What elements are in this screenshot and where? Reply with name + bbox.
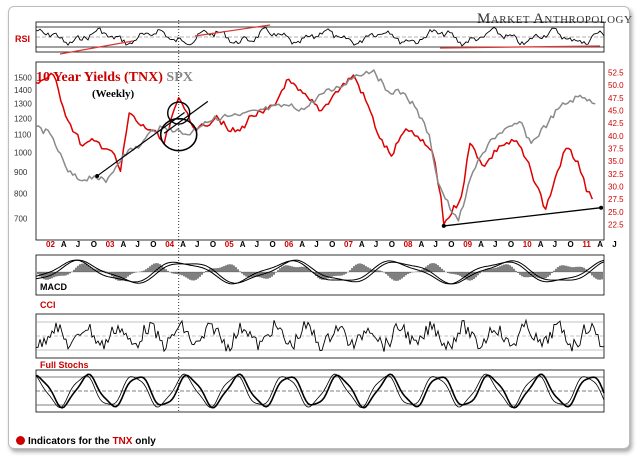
- x-tick-35: O: [568, 240, 574, 249]
- cci-line: [35, 318, 604, 353]
- x-tick-32: 10: [523, 240, 532, 249]
- rsi-label: RSI: [15, 34, 31, 44]
- stoch-d-line: [35, 373, 605, 409]
- rsi-trendline-1: [59, 40, 134, 55]
- x-tick-2: J: [76, 240, 80, 249]
- macd-panel-frame: [35, 254, 605, 296]
- left-axis-tick-1: 1400: [14, 86, 32, 95]
- x-tick-22: J: [374, 240, 378, 249]
- x-tick-21: A: [359, 240, 365, 249]
- x-tick-9: A: [180, 240, 186, 249]
- right-axis-tick-1: 50.0: [608, 81, 624, 90]
- x-tick-14: J: [255, 240, 259, 249]
- left-axis-tick-7: 800: [14, 190, 28, 199]
- right-axis-tick-3: 45.0: [608, 107, 624, 116]
- x-tick-7: O: [150, 240, 156, 249]
- x-tick-11: O: [210, 240, 216, 249]
- price-panel-frame: [35, 61, 605, 241]
- trend-point: [441, 223, 446, 228]
- x-tick-34: J: [553, 240, 557, 249]
- x-tick-37: A: [597, 240, 603, 249]
- rsi-trendline-3: [439, 45, 601, 49]
- tnx-trendline-2004: [163, 100, 209, 134]
- right-axis-tick-6: 37.5: [608, 144, 624, 153]
- bullet-icon: [16, 436, 25, 445]
- x-tick-24: 08: [404, 240, 413, 249]
- x-tick-29: A: [478, 240, 484, 249]
- x-tick-23: O: [389, 240, 395, 249]
- right-axis-tick-4: 42.5: [608, 119, 624, 128]
- x-tick-36: 11: [582, 240, 591, 249]
- x-tick-10: J: [195, 240, 199, 249]
- highlight-circle-spx: [159, 117, 198, 152]
- x-tick-12: 05: [225, 240, 234, 249]
- x-tick-0: 02: [46, 240, 55, 249]
- left-axis-tick-5: 1000: [14, 148, 32, 157]
- macd-signal-line: [35, 259, 605, 285]
- right-axis-tick-12: 22.5: [608, 220, 624, 229]
- stoch-k-line: [35, 373, 605, 409]
- right-axis-tick-2: 47.5: [608, 94, 624, 103]
- x-tick-4: 03: [106, 240, 115, 249]
- series-tnx-line: [35, 72, 593, 226]
- x-tick-13: A: [240, 240, 246, 249]
- brand-title: MARKET ANTHROPOLOGY: [477, 11, 633, 27]
- right-axis-tick-5: 40.0: [608, 132, 624, 141]
- x-tick-25: A: [419, 240, 425, 249]
- x-tick-17: A: [299, 240, 305, 249]
- x-tick-6: J: [135, 240, 139, 249]
- left-axis-tick-0: 1500: [14, 73, 32, 82]
- chart-title: 10 Year Yields (TNX) SPX: [36, 70, 193, 85]
- rsi-line: [36, 26, 605, 47]
- x-tick-5: A: [121, 240, 127, 249]
- x-tick-3: O: [91, 240, 97, 249]
- right-axis-tick-9: 30.0: [608, 182, 624, 191]
- x-tick-33: A: [538, 240, 544, 249]
- right-axis-tick-8: 32.5: [608, 170, 624, 179]
- x-tick-27: O: [448, 240, 454, 249]
- series-spx-line: [35, 69, 596, 222]
- x-tick-20: 07: [344, 240, 353, 249]
- chart-subtitle: (Weekly): [92, 88, 135, 100]
- x-tick-19: O: [329, 240, 335, 249]
- x-tick-8: 04: [165, 240, 174, 249]
- rsi-trendline-2: [194, 24, 271, 37]
- left-axis-tick-2: 1300: [14, 100, 32, 109]
- trend-point: [599, 205, 604, 210]
- x-tick-16: 06: [284, 240, 293, 249]
- x-tick-31: O: [508, 240, 514, 249]
- x-tick-30: J: [493, 240, 497, 249]
- macd-label: MACD: [40, 282, 67, 292]
- left-axis-tick-4: 1100: [14, 131, 32, 140]
- x-tick-38: J: [612, 240, 616, 249]
- tnx-trendline-2009: [443, 207, 602, 227]
- x-tick-26: J: [433, 240, 437, 249]
- right-axis-tick-10: 27.5: [608, 195, 624, 204]
- left-axis-tick-6: 900: [14, 168, 28, 177]
- footnote: Indicators for the TNX only: [16, 436, 156, 447]
- x-tick-15: O: [270, 240, 276, 249]
- chart-frame: [8, 6, 630, 449]
- x-tick-28: 09: [463, 240, 472, 249]
- trend-point: [95, 173, 100, 178]
- right-axis-tick-0: 52.5: [608, 69, 624, 78]
- x-tick-18: J: [314, 240, 318, 249]
- right-axis-tick-7: 35.0: [608, 157, 624, 166]
- left-axis-tick-3: 1200: [14, 115, 32, 124]
- cci-label: CCI: [40, 300, 56, 310]
- x-tick-1: A: [61, 240, 67, 249]
- stoch-label: Full Stochs: [40, 360, 89, 370]
- right-axis-tick-11: 25.0: [608, 208, 624, 217]
- highlight-circle-tnx: [167, 101, 191, 125]
- left-axis-tick-8: 700: [14, 214, 28, 223]
- spx-trendline: [96, 111, 185, 177]
